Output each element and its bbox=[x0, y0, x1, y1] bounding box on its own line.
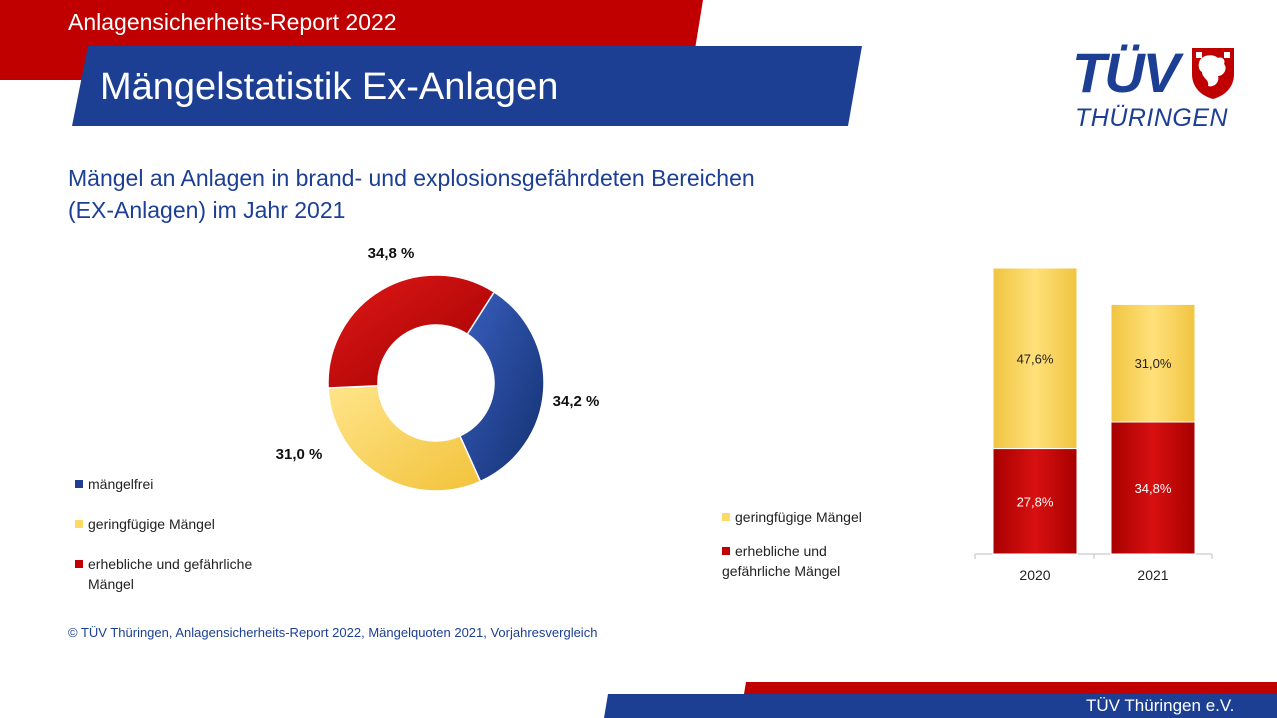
subtitle-line-1: Mängel an Anlagen in brand- und explosio… bbox=[68, 165, 755, 191]
chart-subtitle: Mängel an Anlagen in brand- und explosio… bbox=[68, 162, 868, 226]
legend-label: geringfügige Mängel bbox=[88, 516, 215, 532]
stacked-bar-chart: 27,8% 47,6% 2020 34,8% 31,0% 2021 bbox=[974, 267, 1213, 583]
donut-data-label: 31,0 % bbox=[276, 446, 323, 463]
subtitle-line-2: (EX-Anlagen) im Jahr 2021 bbox=[68, 197, 346, 223]
legend-item-geringfuegig: geringfügige Mängel bbox=[75, 514, 215, 534]
legend-item-geringfuegig: geringfügige Mängel bbox=[722, 507, 862, 527]
source-footnote: © TÜV Thüringen, Anlagensicherheits-Repo… bbox=[68, 625, 598, 640]
legend-label: erhebliche und bbox=[735, 543, 827, 559]
donut-data-label: 34,8 % bbox=[368, 245, 415, 262]
legend-swatch bbox=[75, 560, 83, 569]
donut-slice-geringfuegig bbox=[327, 384, 482, 492]
bar-segment-erheblich bbox=[992, 448, 1078, 555]
footer-org: TÜV Thüringen e.V. bbox=[1086, 696, 1235, 715]
donut-slice-erheblich bbox=[327, 274, 496, 389]
tuv-logo: TÜV THÜRINGEN bbox=[1072, 44, 1242, 134]
bar-segment-geringfuegig bbox=[992, 267, 1078, 450]
bar-segment-erheblich bbox=[1110, 421, 1196, 555]
donut-chart: 34,2 % 31,0 % 34,8 % bbox=[276, 245, 600, 492]
legend-item-erheblich: erhebliche und gefährliche Mängel bbox=[75, 554, 252, 594]
legend-swatch bbox=[75, 520, 83, 529]
bar-data-label: 27,8% bbox=[1017, 494, 1054, 509]
legend-item-erheblich: erhebliche und gefährliche Mängel bbox=[722, 541, 840, 581]
legend-label: mängelfrei bbox=[88, 476, 154, 492]
bar-segment-geringfuegig bbox=[1110, 303, 1196, 423]
logo-brand: TÜV bbox=[1072, 41, 1180, 104]
bar-data-label: 31,0% bbox=[1135, 356, 1172, 371]
legend-label: geringfügige Mängel bbox=[735, 509, 862, 525]
donut-data-label: 34,2 % bbox=[553, 393, 600, 410]
logo-region: THÜRINGEN bbox=[1075, 104, 1229, 132]
donut-slice-maengelfrei bbox=[458, 290, 545, 483]
bar-data-label: 34,8% bbox=[1135, 481, 1172, 496]
legend-swatch bbox=[722, 547, 730, 556]
legend-swatch bbox=[722, 513, 730, 522]
legend-label-cont: gefährliche Mängel bbox=[722, 563, 841, 579]
x-tick-label: 2020 bbox=[1019, 567, 1050, 583]
report-title: Anlagensicherheits-Report 2022 bbox=[68, 9, 397, 35]
page-title: Mängelstatistik Ex-Anlagen bbox=[100, 66, 559, 108]
title-bar bbox=[72, 46, 862, 126]
bar-data-label: 47,6% bbox=[1017, 351, 1054, 366]
legend-item-maengelfrei: mängelfrei bbox=[75, 474, 153, 494]
legend-label: erhebliche und gefährliche bbox=[88, 556, 253, 572]
legend-swatch bbox=[75, 480, 83, 489]
footer-band bbox=[604, 682, 1277, 718]
x-tick-label: 2021 bbox=[1137, 567, 1168, 583]
legend-label-cont: Mängel bbox=[88, 576, 134, 592]
crest-icon bbox=[1192, 48, 1234, 99]
